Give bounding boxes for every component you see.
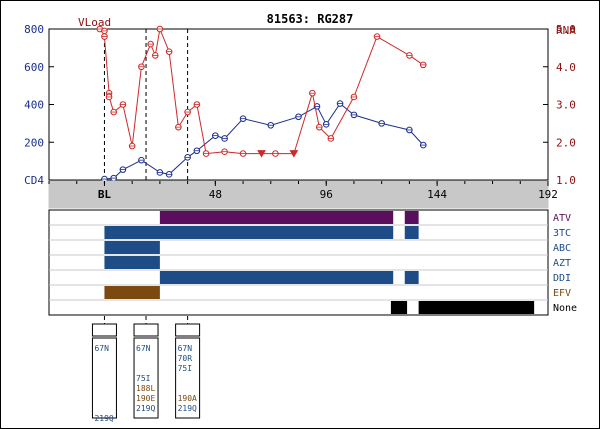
mutation-list-box <box>133 337 159 419</box>
right-tick-label: 5.0 <box>556 23 576 36</box>
chart-title: 81563: RG287 <box>267 12 354 26</box>
drug-bar-atv <box>159 211 394 224</box>
mutation-label: 67N <box>178 344 193 353</box>
series-point-rna <box>289 150 299 158</box>
mutation-label: 67N <box>94 344 109 353</box>
drug-bar-ddi <box>159 271 394 284</box>
left-tick-label: CD4 <box>24 174 44 187</box>
mutation-label: 219Q <box>94 414 113 423</box>
mutation-label: 219Q <box>136 404 155 413</box>
mutation-label: 188L <box>136 384 155 393</box>
drug-bar-efv <box>104 286 160 299</box>
drug-label-ddi: DDI <box>553 273 571 284</box>
x-tick-label: BL <box>98 188 112 201</box>
drug-label-3tc: 3TC <box>553 228 571 239</box>
right-tick-label: 2.0 <box>556 136 576 149</box>
x-tick-label: 192 <box>538 188 558 201</box>
drug-label-abc: ABC <box>553 243 571 254</box>
drug-bar-3tc <box>104 226 394 239</box>
drug-label-none: None <box>553 303 577 314</box>
left-tick-label: 400 <box>24 99 44 112</box>
left-tick-label: 200 <box>24 136 44 149</box>
right-axis-label: RNA <box>556 24 576 37</box>
drug-bar-abc <box>104 241 160 254</box>
left-axis-label: VLoad <box>78 16 111 29</box>
mutation-label: 75I <box>178 364 193 373</box>
mutation-list-box <box>175 337 201 419</box>
mutation-panels: 67N219Q67N75I188L190E219Q67N70R75I190A21… <box>91 323 201 423</box>
mutation-label: 67N <box>136 344 151 353</box>
mutation-list-box <box>91 337 117 419</box>
mutation-label: 70R <box>178 354 193 363</box>
drug-bar-3tc <box>404 226 419 239</box>
drug-label-efv: EFV <box>553 288 571 299</box>
left-tick-label: 800 <box>24 23 44 36</box>
drug-bar-atv <box>404 211 419 224</box>
right-tick-label: 4.0 <box>556 61 576 74</box>
left-tick-label: 600 <box>24 61 44 74</box>
mutation-label: 75I <box>136 374 151 383</box>
right-tick-label: 1.0 <box>556 174 576 187</box>
drug-panel: ATV 3TC ABC AZT DDI EFV None <box>48 209 577 316</box>
x-tick-label: 48 <box>209 188 222 201</box>
x-axis: BL 48 96 144 192 <box>48 180 558 209</box>
drug-bar-none <box>418 301 535 314</box>
mutation-header-box <box>91 323 117 337</box>
drug-bar-ddi <box>404 271 419 284</box>
mutation-header-box <box>133 323 159 337</box>
x-axis-band <box>48 180 549 209</box>
x-tick-label: 144 <box>427 188 447 201</box>
x-tick-label: 96 <box>320 188 333 201</box>
drug-bar-none <box>390 301 408 314</box>
drug-label-azt: AZT <box>553 258 571 269</box>
mutation-label: 190A <box>178 394 197 403</box>
series-point-rna <box>257 150 266 158</box>
mutation-header-box <box>175 323 201 337</box>
right-tick-label: 3.0 <box>556 99 576 112</box>
drug-label-atv: ATV <box>553 213 571 224</box>
mutation-label: 219Q <box>178 404 197 413</box>
mutation-label: 190E <box>136 394 155 403</box>
drug-bar-azt <box>104 256 160 269</box>
